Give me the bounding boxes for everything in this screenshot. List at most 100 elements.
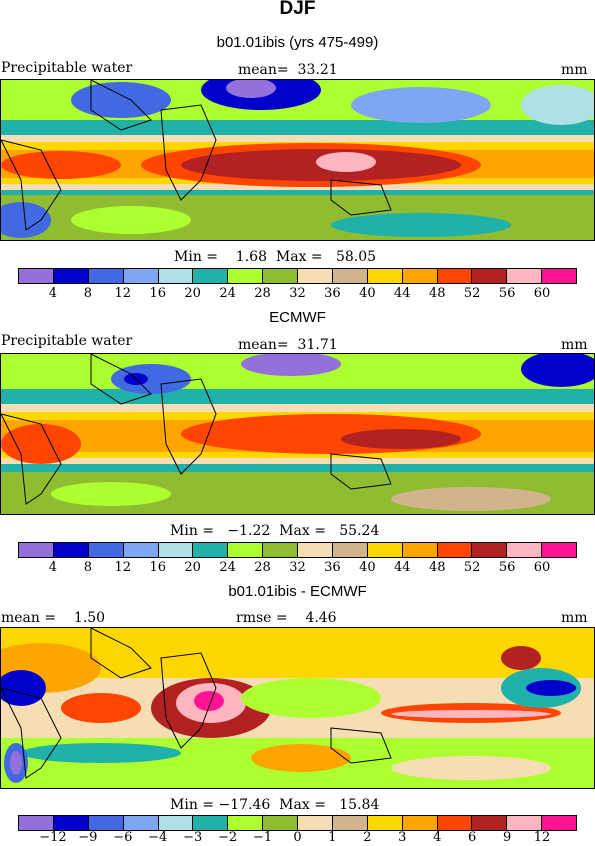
colorbar-swatch [542, 816, 576, 830]
colorbar-tick-label: 0 [293, 830, 302, 845]
colorbar-tick-label: 60 [533, 560, 551, 575]
colorbar-swatch [228, 269, 264, 283]
colorbar-swatch [402, 816, 438, 830]
colorbar-swatch [53, 543, 89, 557]
colorbar-swatch [472, 269, 508, 283]
colorbar-swatch [367, 543, 403, 557]
colorbar-swatch [437, 269, 473, 283]
colorbar-swatch [123, 543, 159, 557]
colorbar-swatch [332, 543, 368, 557]
colorbar-tick-label: 16 [149, 286, 167, 301]
colorbar-tick-label: 52 [463, 286, 481, 301]
panel-2-colorbar-ticks: 4 8 12 16 20 24 28 32 36 40 44 48 52 56 60 [18, 560, 577, 576]
colorbar-tick-label: 28 [254, 560, 271, 575]
colorbar-swatch [158, 269, 194, 283]
panel-2-map-graphic [1, 354, 594, 514]
colorbar-swatch [263, 269, 298, 283]
colorbar-tick-label: 2 [363, 830, 372, 845]
colorbar-swatch [158, 543, 194, 557]
colorbar-swatch [123, 269, 159, 283]
colorbar-swatch [298, 816, 333, 830]
panel-2-variable-label: Precipitable water [1, 333, 133, 349]
colorbar-tick-label: 56 [498, 286, 516, 301]
panel-1-subtitle: b01.01ibis (yrs 475-499) [216, 34, 379, 51]
colorbar-swatch [332, 816, 368, 830]
panel-1-units-label: mm [561, 62, 588, 78]
colorbar-swatch [19, 543, 54, 557]
colorbar-tick-label: 48 [428, 560, 446, 575]
panel-1-minmax: Min = 1.68 Max = 58.05 [174, 249, 377, 265]
colorbar-tick-label: 60 [533, 286, 551, 301]
colorbar-tick-label: 1 [328, 830, 337, 845]
colorbar-tick-label: 56 [498, 560, 516, 575]
colorbar-tick-label: 36 [324, 286, 341, 301]
colorbar-tick-label: −2 [218, 830, 238, 845]
colorbar-tick-label: −12 [39, 830, 67, 845]
colorbar-tick-label: 32 [289, 286, 306, 301]
colorbar-tick-label: −4 [148, 830, 168, 845]
colorbar-tick-label: −6 [113, 830, 133, 845]
panel-3-units-label: mm [561, 610, 588, 626]
colorbar-tick-label: −9 [78, 830, 98, 845]
colorbar-tick-label: 28 [254, 286, 271, 301]
colorbar-swatch [507, 269, 543, 283]
colorbar-swatch [472, 543, 508, 557]
colorbar-tick-label: 32 [289, 560, 306, 575]
colorbar-swatch [542, 269, 576, 283]
panel-1-map-graphic [1, 80, 594, 240]
colorbar-swatch [263, 816, 298, 830]
panel-2-mean-label: mean= 31.71 [238, 337, 338, 353]
colorbar-swatch [193, 543, 229, 557]
colorbar-swatch [88, 816, 124, 830]
panel-2-subtitle: ECMWF [269, 309, 326, 326]
colorbar-tick-label: 48 [428, 286, 446, 301]
colorbar-tick-label: 4 [433, 830, 442, 845]
colorbar-swatch [298, 543, 333, 557]
colorbar-swatch [123, 816, 159, 830]
colorbar-tick-label: 24 [219, 286, 236, 301]
colorbar-swatch [19, 816, 54, 830]
panel-3-map [0, 627, 595, 789]
colorbar-tick-label: 4 [48, 560, 58, 575]
page-title: DJF [279, 0, 316, 19]
colorbar-swatch [402, 269, 438, 283]
colorbar-tick-label: 44 [394, 560, 411, 575]
colorbar-swatch [507, 543, 543, 557]
colorbar-tick-label: 12 [114, 286, 132, 301]
colorbar-swatch [367, 816, 403, 830]
panel-3-minmax: Min = −17.46 Max = 15.84 [170, 797, 380, 813]
colorbar-swatch [228, 816, 264, 830]
colorbar-tick-label: 36 [324, 560, 341, 575]
colorbar-swatch [228, 543, 264, 557]
colorbar-tick-label: 6 [468, 830, 477, 845]
colorbar-tick-label: 12 [114, 560, 132, 575]
colorbar-tick-label: 20 [184, 286, 201, 301]
panel-2-colorbar [18, 542, 577, 558]
colorbar-swatch [193, 816, 229, 830]
colorbar-swatch [507, 816, 543, 830]
colorbar-swatch [437, 816, 473, 830]
colorbar-tick-label: −3 [183, 830, 203, 845]
colorbar-tick-label: 12 [533, 830, 551, 845]
colorbar-swatch [88, 269, 124, 283]
colorbar-swatch [193, 269, 229, 283]
colorbar-tick-label: 44 [394, 286, 411, 301]
panel-3-rmse-label: rmse = 4.46 [236, 610, 337, 626]
colorbar-tick-label: 20 [184, 560, 201, 575]
colorbar-swatch [332, 269, 368, 283]
colorbar-swatch [53, 816, 89, 830]
colorbar-swatch [367, 269, 403, 283]
colorbar-tick-label: 3 [398, 830, 407, 845]
colorbar-tick-label: −1 [252, 830, 273, 845]
panel-2-units-label: mm [561, 337, 588, 353]
panel-3-colorbar-ticks: −12 −9 −6 −4 −3 −2 −1 0 1 2 3 4 6 9 12 [18, 830, 577, 846]
panel-1-variable-label: Precipitable water [1, 60, 133, 76]
colorbar-swatch [88, 543, 124, 557]
panel-3-subtitle: b01.01ibis - ECMWF [228, 583, 367, 600]
colorbar-swatch [298, 269, 333, 283]
panel-1-colorbar-ticks: 4 8 12 16 20 24 28 32 36 40 44 48 52 56 60 [18, 286, 577, 302]
panel-1-map [0, 79, 595, 241]
panel-3-map-graphic [1, 628, 594, 788]
colorbar-swatch [263, 543, 298, 557]
colorbar-tick-label: 4 [48, 286, 58, 301]
